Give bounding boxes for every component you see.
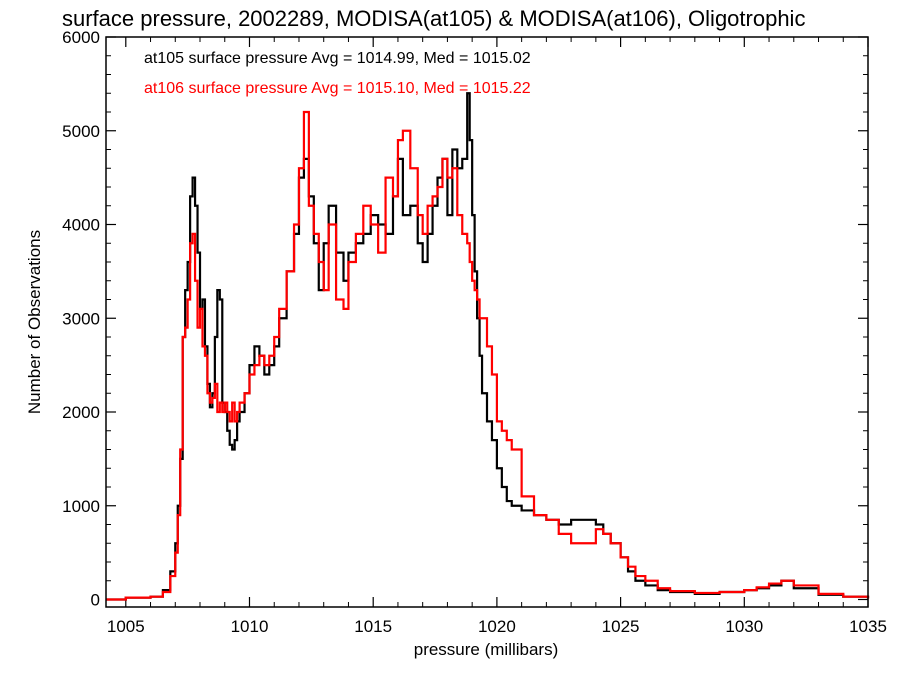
series-at106-line <box>106 110 870 601</box>
y-tick-label: 5000 <box>62 122 100 141</box>
y-axis-label: Number of Observations <box>25 230 44 414</box>
y-tick-label: 2000 <box>62 403 100 422</box>
legend-entry-at105: at105 surface pressure Avg = 1014.99, Me… <box>144 50 531 67</box>
axis-tick-labels: 1005 1010 1015 1020 1025 1030 1035 0 1000 2000 300… <box>62 28 887 636</box>
y-tick-label: 3000 <box>62 309 100 328</box>
x-tick-label: 1015 <box>354 617 392 636</box>
legend-entry-at106: at106 surface pressure Avg = 1015.10, Me… <box>144 80 531 97</box>
chart-title: surface pressure, 2002289, MODISA(at105)… <box>62 6 805 31</box>
plot-frame <box>105 36 869 608</box>
y-tick-label: 1000 <box>62 497 100 516</box>
x-tick-label: 1005 <box>107 617 145 636</box>
x-tick-label: 1010 <box>231 617 269 636</box>
x-tick-label: 1020 <box>478 617 516 636</box>
x-tick-label: 1030 <box>725 617 763 636</box>
y-tick-label: 4000 <box>62 216 100 235</box>
series-layer <box>106 92 870 601</box>
y-tick-label: 0 <box>91 591 100 610</box>
x-tick-label: 1035 <box>849 617 887 636</box>
legend: at105 surface pressure Avg = 1014.99, Me… <box>144 50 531 97</box>
x-axis-label: pressure (millibars) <box>414 640 559 659</box>
y-tick-label: 6000 <box>62 28 100 47</box>
x-tick-label: 1025 <box>602 617 640 636</box>
